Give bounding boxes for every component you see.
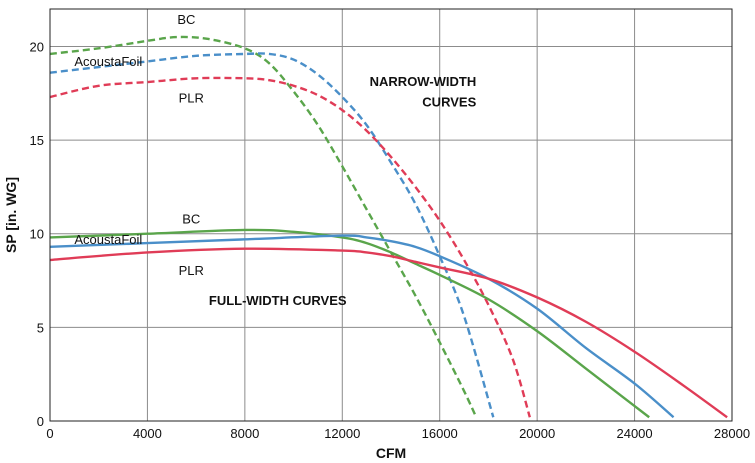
series-label: PLR (179, 263, 204, 278)
curve-group-annotation: NARROW-WIDTH (370, 74, 477, 89)
y-axis-title: SP [in. WG] (3, 177, 19, 253)
narrow-width-bc-curve (49, 35, 478, 418)
x-tick-label: 24000 (616, 426, 652, 441)
series-label: AcoustaFoil (74, 54, 142, 69)
y-tick-label: 20 (30, 39, 44, 54)
x-tick-label: 12000 (324, 426, 360, 441)
y-tick-label: 10 (30, 227, 44, 242)
x-tick-label: 0 (46, 426, 53, 441)
full-width-plr-curve (49, 247, 728, 419)
curves (49, 35, 728, 419)
y-tick-label: 15 (30, 133, 44, 148)
series-label: BC (182, 211, 200, 226)
narrow-width-acoustafoil-curve (49, 52, 495, 418)
y-axis-ticks: 0 5 10 15 20 (30, 39, 44, 429)
curve-group-annotation: CURVES (422, 94, 476, 109)
y-tick-label: 5 (37, 320, 44, 335)
series-label: BC (177, 12, 195, 27)
y-tick-label: 0 (37, 414, 44, 429)
full-width-bc-curve (49, 228, 650, 419)
series-label: PLR (179, 91, 204, 106)
x-axis-title: CFM (376, 445, 406, 461)
x-tick-label: 4000 (133, 426, 162, 441)
x-tick-label: 28000 (714, 426, 750, 441)
series-labels: BC AcoustaFoil PLR BC AcoustaFoil PLR (74, 12, 204, 278)
series-label: AcoustaFoil (74, 232, 142, 247)
plot-frame (49, 8, 733, 422)
curve-group-annotation: FULL-WIDTH CURVES (209, 293, 347, 308)
x-tick-label: 16000 (422, 426, 458, 441)
full-width-acoustafoil-curve (49, 234, 675, 419)
grid-lines (49, 9, 733, 422)
x-tick-label: 20000 (519, 426, 555, 441)
narrow-width-plr-curve (49, 76, 531, 418)
x-axis-ticks: 0 4000 8000 12000 16000 20000 24000 28000 (46, 426, 750, 441)
x-tick-label: 8000 (230, 426, 259, 441)
annotations: NARROW-WIDTH CURVES FULL-WIDTH CURVES (209, 74, 477, 308)
